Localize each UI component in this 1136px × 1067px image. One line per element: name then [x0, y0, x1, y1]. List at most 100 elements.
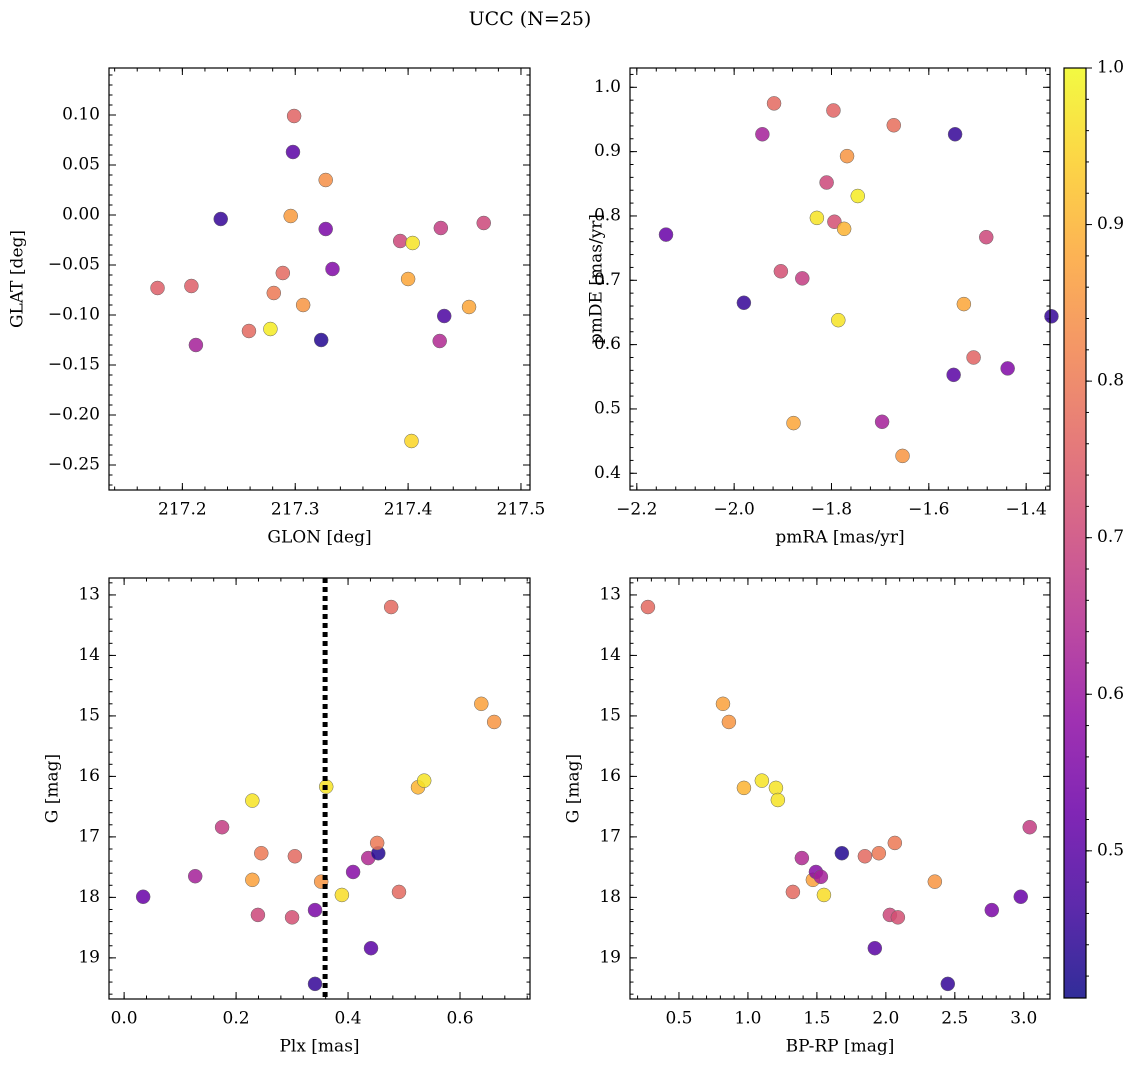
point: [831, 312, 846, 328]
point: [794, 850, 810, 866]
y-tick-label: 19: [78, 947, 100, 967]
point: [755, 127, 770, 142]
point: [895, 448, 910, 464]
x-tick-label: −2.0: [714, 500, 755, 520]
point: [813, 869, 829, 885]
y-tick-label: 1.0: [594, 77, 621, 97]
point: [184, 278, 199, 294]
point: [241, 323, 257, 339]
y-tick-label: 17: [599, 826, 621, 846]
x-tick-label: 0.2: [223, 1009, 250, 1029]
x-axis-label: GLON [deg]: [267, 528, 371, 548]
point: [405, 235, 420, 251]
plot-frame: [108, 67, 531, 491]
point: [318, 172, 333, 188]
point: [307, 976, 323, 992]
x-tick-label: 217.4: [384, 500, 433, 520]
point: [263, 321, 278, 337]
y-tick-label: 14: [599, 645, 621, 665]
point: [836, 221, 852, 237]
x-axis-label: Plx [mas]: [279, 1037, 359, 1057]
point: [188, 337, 204, 353]
point: [850, 188, 866, 204]
y-tick-label: −0.10: [48, 305, 100, 325]
point: [275, 265, 291, 281]
x-tick-label: 217.2: [158, 500, 207, 520]
colorbar-frame: [1063, 67, 1087, 999]
point: [1013, 889, 1029, 905]
point: [245, 793, 260, 808]
point: [286, 108, 302, 124]
point: [245, 872, 260, 888]
point: [785, 884, 801, 900]
point: [640, 599, 656, 615]
point: [890, 910, 906, 925]
point: [940, 976, 956, 992]
point: [432, 333, 447, 349]
point: [213, 211, 228, 227]
y-tick-label: 0.4: [594, 463, 621, 483]
x-tick-label: −1.8: [811, 500, 852, 520]
point: [736, 295, 752, 311]
point: [1000, 361, 1015, 376]
y-tick-label: 15: [599, 705, 621, 725]
point: [295, 297, 311, 313]
point: [795, 271, 810, 286]
panel: 0.5 1.0 1.5 2.0 2.5 3.0 13 14 15 16 17 18 19 BP-RP [m…: [564, 577, 1051, 1057]
x-axis-label: pmRA [mas/yr]: [775, 528, 904, 548]
y-tick-label: 0.10: [62, 105, 100, 125]
y-tick-label: −0.05: [48, 255, 100, 275]
point: [476, 215, 491, 231]
point: [135, 889, 151, 905]
point: [284, 910, 300, 925]
plot-frame: [108, 577, 531, 1000]
point: [816, 887, 832, 903]
point: [436, 308, 452, 324]
point: [886, 118, 902, 133]
x-tick-label: 0.4: [335, 1009, 362, 1029]
x-tick-label: −2.2: [616, 500, 657, 520]
point: [400, 271, 416, 287]
y-tick-label: 0.6: [594, 334, 621, 354]
point: [461, 299, 477, 315]
y-tick-label: 19: [599, 947, 621, 967]
y-tick-label: 0.9: [594, 141, 621, 161]
colorbar-tick-label: 1.0: [1097, 58, 1124, 78]
x-axis-label: BP-RP [mag]: [786, 1037, 895, 1057]
y-axis-label: GLAT [deg]: [8, 230, 28, 328]
panel: −2.2 −2.0 −1.8 −1.6 −1.4 0.4 0.5 0.6 0.7 0.8 0.9 1.…: [587, 67, 1059, 548]
point: [318, 221, 333, 237]
point: [826, 103, 841, 118]
point: [809, 210, 825, 226]
y-tick-label: 0.7: [594, 270, 621, 290]
point: [1044, 309, 1059, 324]
point: [766, 96, 782, 111]
point: [250, 907, 266, 923]
x-tick-label: 1.0: [734, 1009, 761, 1029]
point: [474, 696, 489, 712]
colorbar: [1064, 68, 1086, 998]
figure-title: UCC (N=25): [469, 8, 592, 30]
y-tick-label: 17: [78, 826, 100, 846]
point: [947, 127, 963, 142]
point: [658, 227, 674, 242]
point: [721, 714, 737, 730]
panel: 0.0 0.2 0.4 0.6 13 14 15 16 17 18 19 Plx [mas] G [ma…: [43, 577, 531, 1057]
point: [754, 773, 770, 788]
point: [768, 780, 784, 796]
x-tick-label: 0.0: [111, 1009, 138, 1029]
point: [773, 264, 789, 279]
point: [254, 845, 269, 861]
y-tick-label: 13: [599, 584, 621, 604]
y-tick-label: 18: [78, 887, 100, 907]
point: [433, 220, 449, 236]
point: [383, 599, 399, 615]
point: [874, 414, 890, 430]
point: [978, 229, 994, 245]
point: [819, 175, 834, 190]
x-tick-label: 2.5: [941, 1009, 968, 1029]
y-axis-label: G [mag]: [43, 754, 63, 823]
y-tick-label: 16: [78, 766, 100, 786]
point: [150, 280, 165, 296]
point: [871, 845, 887, 861]
